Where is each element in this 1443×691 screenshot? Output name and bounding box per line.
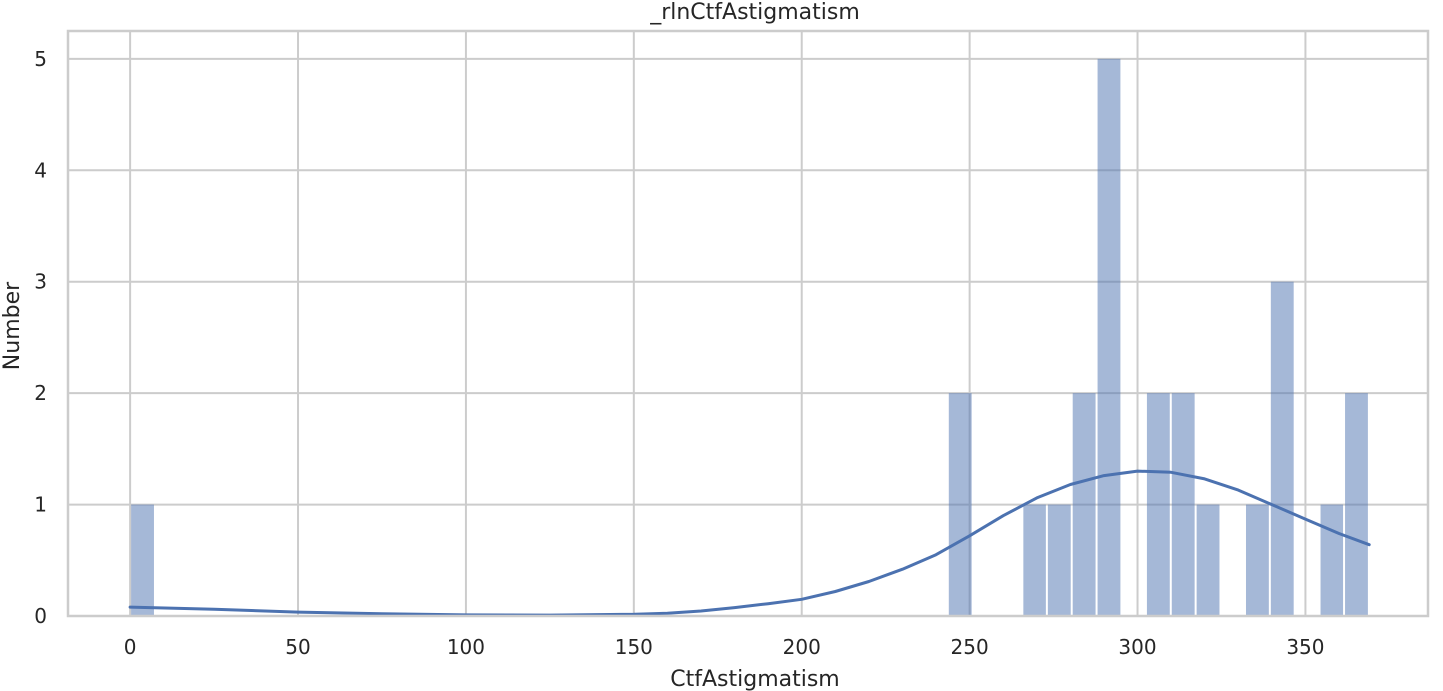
histogram-bar <box>131 504 154 616</box>
histogram-bar <box>1072 393 1096 616</box>
histogram-bar <box>1320 504 1344 616</box>
x-tick-label: 50 <box>285 635 310 659</box>
y-axis-label: Number <box>0 281 25 370</box>
y-tick-labels: 0 1 2 3 4 5 <box>34 47 47 628</box>
plot-frame <box>66 29 1430 618</box>
y-tick-label: 1 <box>34 493 47 517</box>
axes-spines <box>66 29 1430 618</box>
y-tick-label: 3 <box>34 270 47 294</box>
histogram-bar <box>1146 393 1170 616</box>
y-tick-label: 5 <box>34 47 47 71</box>
histogram-bar <box>1047 504 1071 616</box>
grid <box>68 31 1428 617</box>
x-tick-label: 150 <box>615 635 653 659</box>
y-tick-label: 0 <box>34 604 47 628</box>
x-tick-label: 300 <box>1118 635 1156 659</box>
histogram-bar <box>1345 393 1368 616</box>
histogram-bar <box>1196 504 1220 616</box>
x-tick-label: 0 <box>124 635 137 659</box>
histogram-bar <box>1245 504 1269 616</box>
x-tick-label: 200 <box>783 635 821 659</box>
histogram-bar <box>1097 58 1121 617</box>
histogram-bar <box>1171 393 1195 616</box>
histogram-bar <box>1270 281 1294 616</box>
histogram-bar <box>1023 504 1046 616</box>
x-tick-label: 100 <box>447 635 485 659</box>
y-tick-label: 2 <box>34 381 47 405</box>
histogram-bars <box>131 58 1368 617</box>
x-axis-label: CtfAstigmatism <box>670 667 840 691</box>
x-tick-labels: 0 50 100 150 200 250 300 350 <box>124 635 1325 659</box>
x-tick-label: 350 <box>1286 635 1324 659</box>
chart-title: _rlnCtfAstigmatism <box>649 0 860 25</box>
histogram-bar <box>948 393 972 616</box>
y-tick-label: 4 <box>34 158 47 182</box>
x-tick-label: 250 <box>951 635 989 659</box>
